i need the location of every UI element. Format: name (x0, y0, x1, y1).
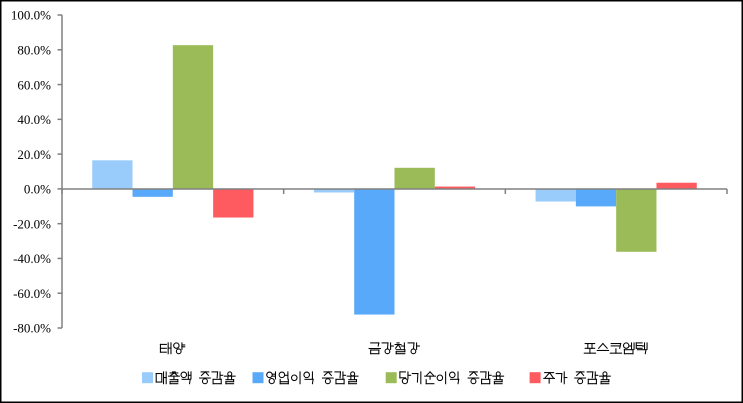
svg-text:-60.0%: -60.0% (13, 286, 51, 301)
svg-text:-40.0%: -40.0% (13, 251, 51, 266)
svg-text:100.0%: 100.0% (11, 8, 51, 23)
svg-text:20.0%: 20.0% (17, 147, 51, 162)
svg-text:40.0%: 40.0% (17, 112, 51, 127)
svg-text:-80.0%: -80.0% (13, 321, 51, 336)
svg-text:0.0%: 0.0% (24, 182, 51, 197)
svg-text:60.0%: 60.0% (17, 77, 51, 92)
svg-text:-20.0%: -20.0% (13, 216, 51, 231)
svg-text:80.0%: 80.0% (17, 42, 51, 57)
